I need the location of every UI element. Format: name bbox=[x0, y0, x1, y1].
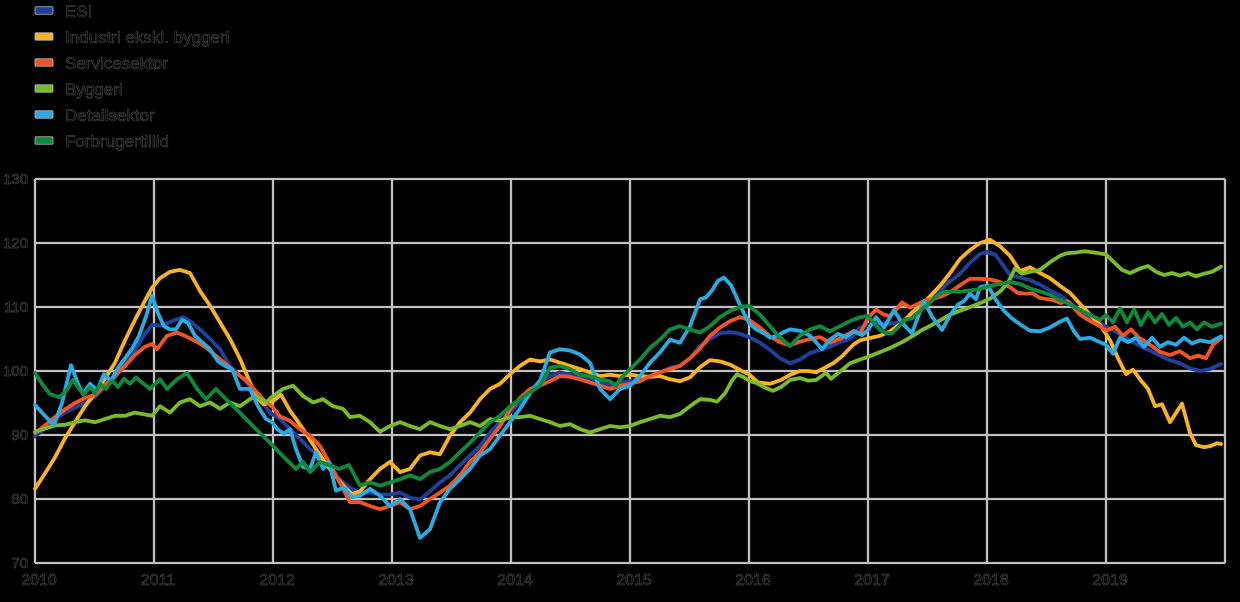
svg-text:70: 70 bbox=[11, 555, 28, 572]
svg-text:ESI: ESI bbox=[65, 2, 92, 21]
svg-text:100: 100 bbox=[3, 363, 28, 380]
svg-text:110: 110 bbox=[4, 299, 28, 316]
svg-text:2012: 2012 bbox=[259, 572, 295, 589]
svg-text:130: 130 bbox=[3, 171, 28, 188]
svg-text:2016: 2016 bbox=[735, 572, 771, 589]
svg-text:2018: 2018 bbox=[973, 572, 1009, 589]
svg-text:Servicesektor: Servicesektor bbox=[65, 54, 168, 73]
svg-text:2019: 2019 bbox=[1092, 572, 1128, 589]
svg-text:2015: 2015 bbox=[616, 572, 652, 589]
svg-text:120: 120 bbox=[3, 235, 28, 252]
svg-text:Forbrugertillid: Forbrugertillid bbox=[65, 132, 169, 151]
svg-text:2011: 2011 bbox=[141, 572, 176, 589]
svg-text:2017: 2017 bbox=[854, 572, 890, 589]
svg-text:90: 90 bbox=[11, 427, 28, 444]
svg-text:2010: 2010 bbox=[21, 572, 57, 589]
svg-text:80: 80 bbox=[11, 491, 28, 508]
svg-text:Industri ekskl. byggeri: Industri ekskl. byggeri bbox=[65, 28, 229, 47]
svg-text:Byggeri: Byggeri bbox=[65, 80, 123, 99]
svg-text:Detailsektor: Detailsektor bbox=[65, 106, 155, 125]
svg-text:2013: 2013 bbox=[378, 572, 414, 589]
svg-text:2014: 2014 bbox=[497, 572, 533, 589]
